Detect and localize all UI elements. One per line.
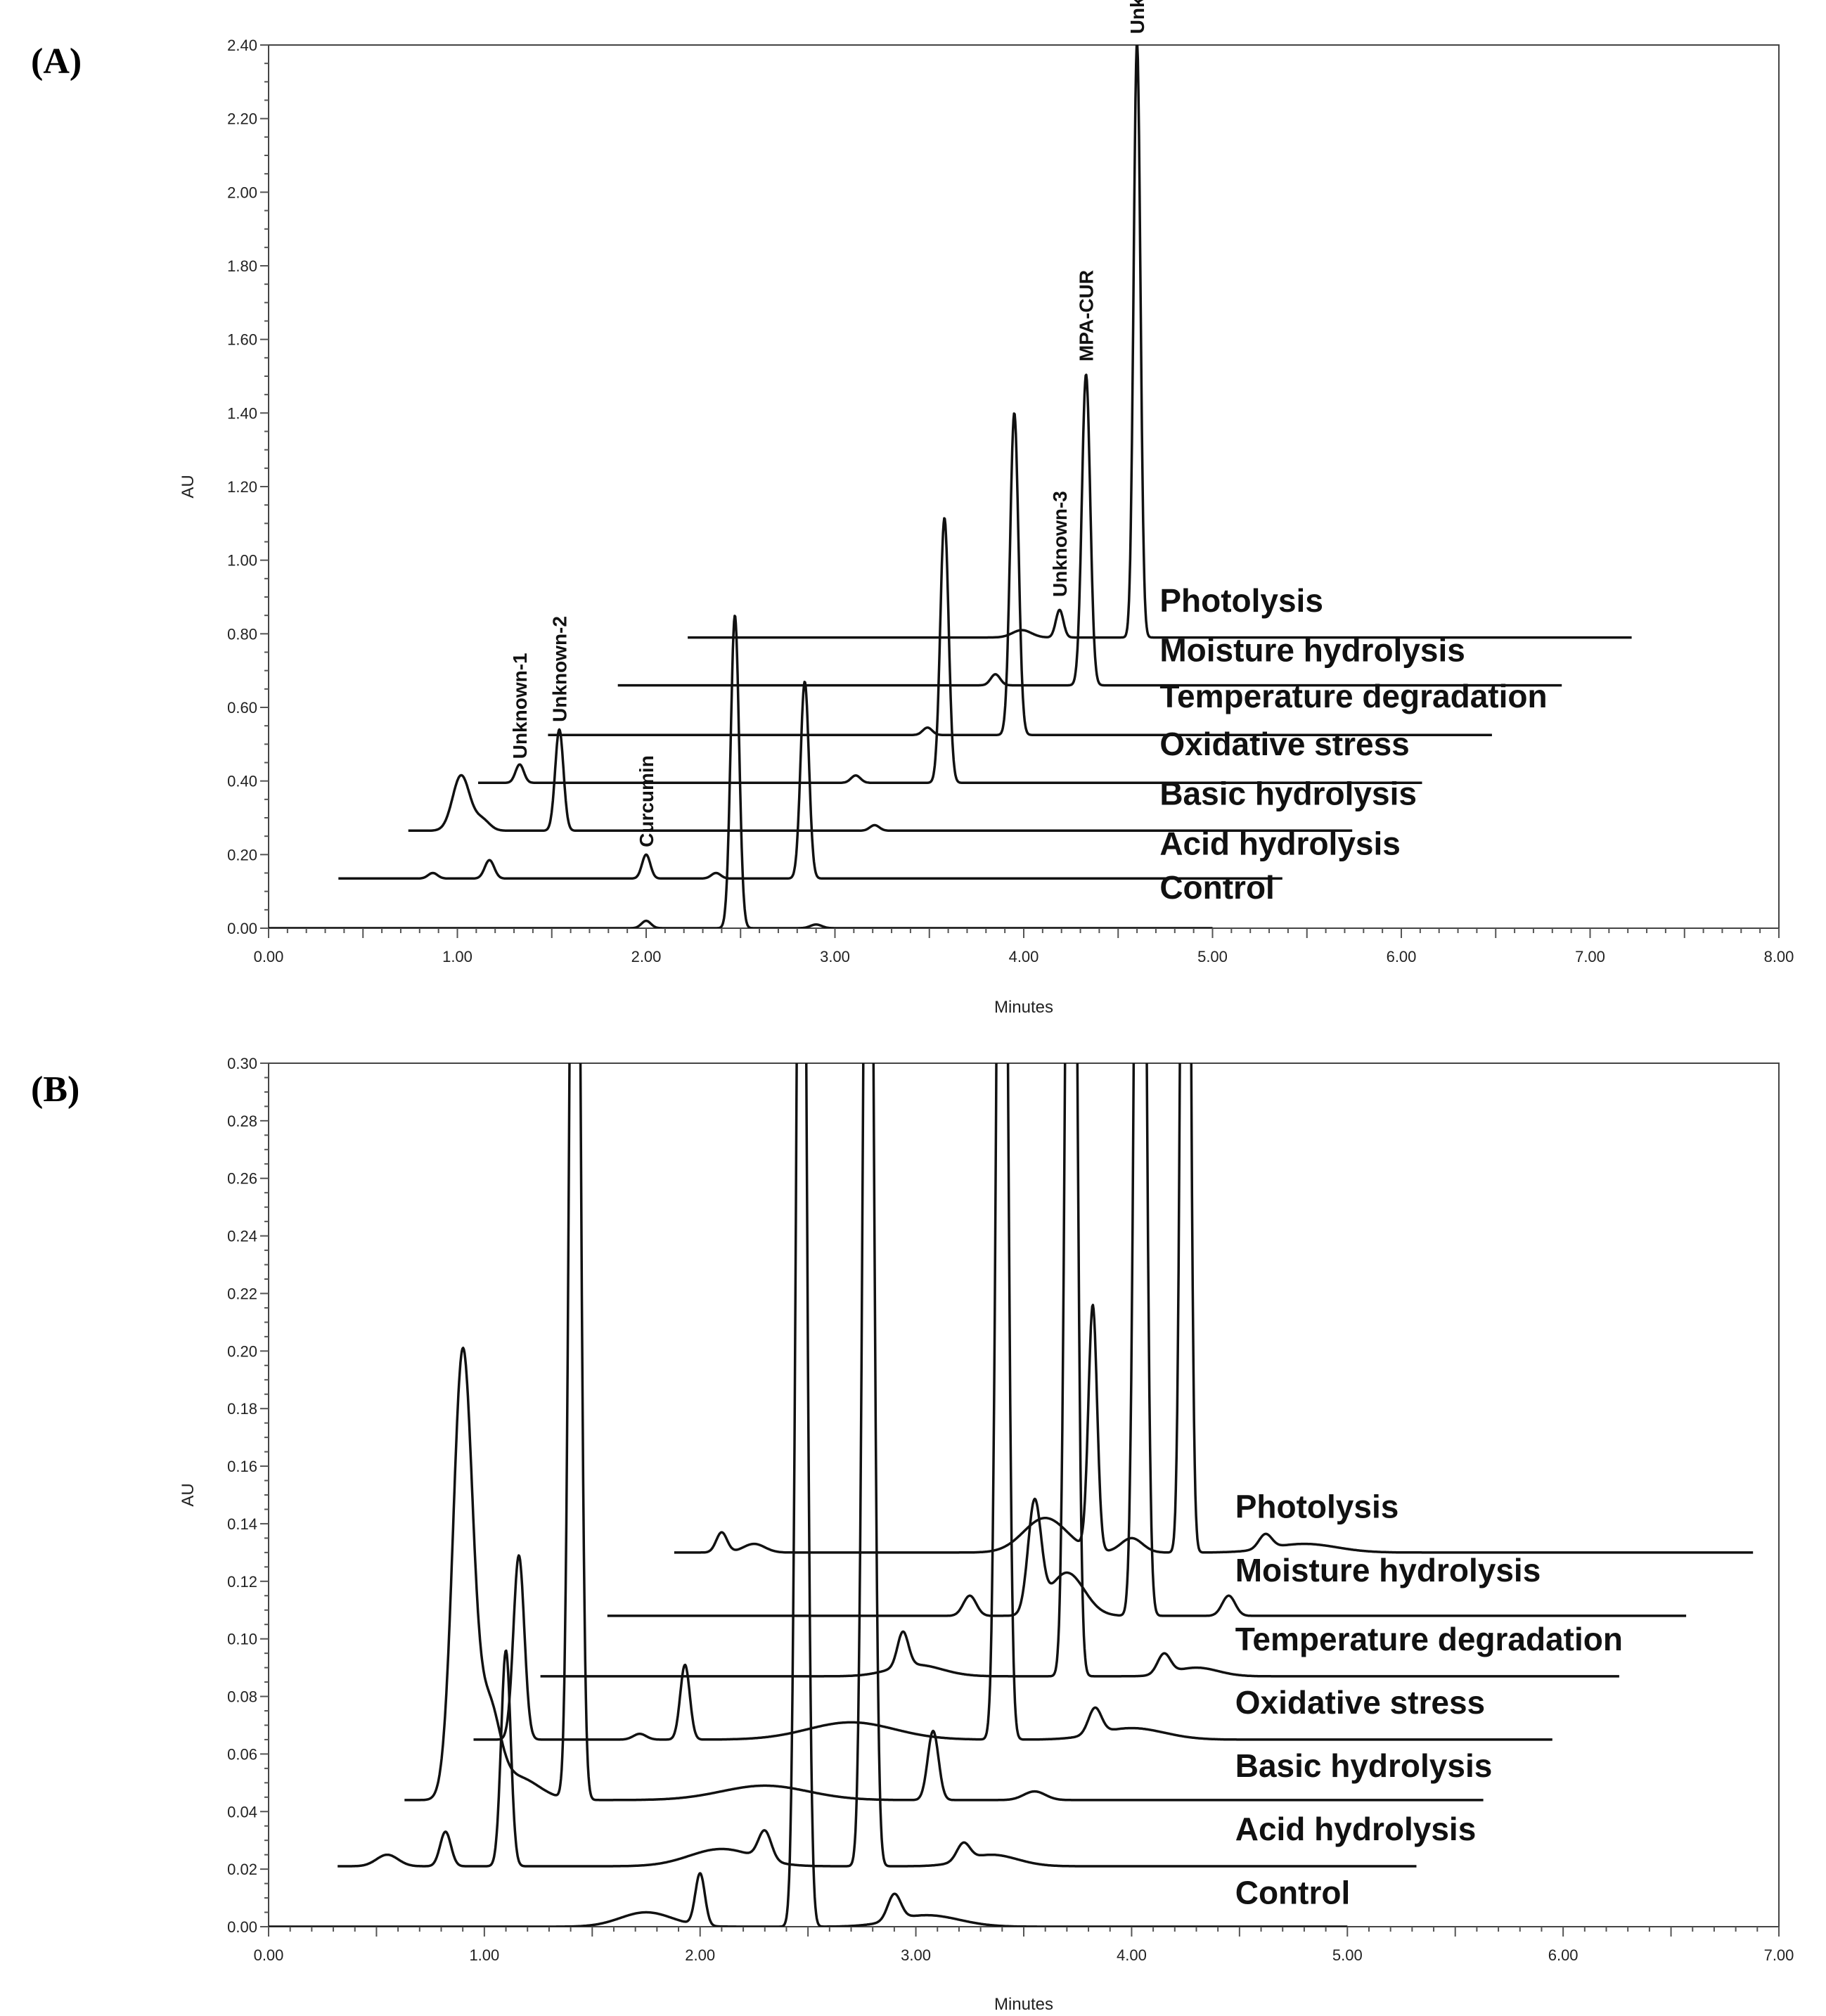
- trace-acid-hydrolysis-a: [337, 681, 1283, 880]
- y-tick-label-b: 0.12: [227, 1573, 257, 1591]
- traces-a: [269, 45, 1633, 928]
- x-axis-title-b: Minutes: [994, 1995, 1053, 2014]
- trace-label-photolysis-b: Photolysis: [1235, 1489, 1399, 1525]
- trace-label-basic-hydrolysis-b: Basic hydrolysis: [1235, 1747, 1493, 1784]
- x-tick-label-a: 2.00: [631, 948, 662, 965]
- x-tick-label-b: 2.00: [685, 1946, 715, 1964]
- y-tick-label-b: 0.00: [227, 1918, 257, 1936]
- y-tick-label-b: 0.04: [227, 1803, 257, 1821]
- peak-label-unknown-2: Unknown-2: [548, 616, 570, 722]
- trace-basic-hydrolysis-b: [404, 1063, 1484, 1802]
- y-tick-label-b: 0.30: [227, 1055, 257, 1072]
- trace-oxidative-stress-a: [477, 517, 1423, 785]
- y-tick-label-a: 1.60: [227, 331, 257, 349]
- x-tick-label-a: 8.00: [1764, 948, 1794, 965]
- y-tick-label-b: 0.16: [227, 1458, 257, 1475]
- trace-label-control-b: Control: [1235, 1874, 1351, 1911]
- peak-label-unknown-3: Unknown-3: [1049, 491, 1071, 597]
- y-tick-label-a: 1.20: [227, 478, 257, 496]
- x-tick-label-a: 3.00: [820, 948, 850, 965]
- trace-label-acid-hydrolysis-a: Acid hydrolysis: [1159, 825, 1401, 861]
- trace-label-oxidative-stress-b: Oxidative stress: [1235, 1684, 1485, 1721]
- x-tick-label-b: 6.00: [1548, 1946, 1579, 1964]
- y-tick-label-b: 0.02: [227, 1861, 257, 1878]
- trace-moisture-hydrolysis-a: [617, 373, 1563, 687]
- trace-label-oxidative-stress-a: Oxidative stress: [1159, 726, 1409, 762]
- y-tick-label-b: 0.24: [227, 1228, 257, 1245]
- y-tick-label-a: 0.00: [227, 920, 257, 937]
- trace-moisture-hydrolysis-b: [606, 1063, 1687, 1617]
- y-tick-label-b: 0.14: [227, 1515, 257, 1533]
- chart-panel-b: 0.00 0.02 0.04 0.06 0.08 0.10 0.12 0.14 0.16 0.18…: [179, 1055, 1794, 2014]
- trace-label-moisture-hydrolysis-b: Moisture hydrolysis: [1235, 1552, 1541, 1588]
- chart-panel-a: 0.00 0.20 0.40 0.60 0.80 1.00 1.20 1.40 1.60 1.80…: [179, 0, 1794, 1017]
- y-tick-label-a: 2.20: [227, 110, 257, 128]
- y-tick-label-a: 0.60: [227, 699, 257, 717]
- peak-label-unknown-4: Unknown-4: [1126, 0, 1148, 34]
- y-tick-label-b: 0.08: [227, 1688, 257, 1706]
- y-tick-label-b: 0.10: [227, 1631, 257, 1648]
- x-tick-label-b: 1.00: [469, 1946, 499, 1964]
- x-tick-label-a: 6.00: [1387, 948, 1417, 965]
- trace-control-b: [269, 1063, 1349, 1927]
- x-tick-label-b: 5.00: [1332, 1946, 1363, 1964]
- peak-label-unknown-1: Unknown-1: [509, 653, 531, 759]
- trace-oxidative-stress-b: [472, 1063, 1553, 1741]
- x-axis-title-a: Minutes: [994, 998, 1053, 1017]
- x-tick-label-a: 7.00: [1575, 948, 1605, 965]
- traces-b: [269, 1063, 1754, 1927]
- trace-acid-hydrolysis-b: [337, 1063, 1417, 1868]
- y-tick-label-b: 0.06: [227, 1745, 257, 1763]
- x-tick-label-a: 1.00: [442, 948, 472, 965]
- y-tick-label-a: 0.40: [227, 773, 257, 790]
- panel-a-label: (A): [31, 41, 82, 82]
- trace-control-a: [269, 615, 1214, 928]
- x-tick-label-b: 3.00: [901, 1946, 931, 1964]
- y-tick-label-a: 1.40: [227, 404, 257, 422]
- trace-photolysis-b: [674, 1063, 1754, 1554]
- trace-label-control-a: Control: [1159, 869, 1275, 906]
- plot-frame-a: [268, 44, 1780, 929]
- x-tick-label-a: 4.00: [1009, 948, 1039, 965]
- x-tick-label-a: 5.00: [1197, 948, 1228, 965]
- trace-label-photolysis-a: Photolysis: [1159, 582, 1323, 619]
- trace-label-moisture-hydrolysis-a: Moisture hydrolysis: [1159, 632, 1465, 669]
- plot-frame-b: [268, 1062, 1780, 1927]
- y-tick-label-b: 0.18: [227, 1400, 257, 1418]
- y-axis-title-a: AU: [179, 475, 198, 498]
- x-tick-label-b: 7.00: [1764, 1946, 1794, 1964]
- y-tick-label-a: 1.00: [227, 552, 257, 570]
- trace-temperature-degradation-b: [539, 1063, 1620, 1678]
- y-tick-label-b: 0.26: [227, 1170, 257, 1188]
- y-axis-title-b: AU: [179, 1483, 198, 1506]
- trace-label-acid-hydrolysis-b: Acid hydrolysis: [1235, 1811, 1477, 1847]
- panel-b-label: (B): [31, 1070, 80, 1110]
- trace-label-basic-hydrolysis-a: Basic hydrolysis: [1159, 776, 1417, 812]
- y-tick-label-b: 0.28: [227, 1112, 257, 1130]
- y-tick-label-b: 0.22: [227, 1285, 257, 1302]
- y-tick-label-a: 2.40: [227, 37, 257, 54]
- trace-basic-hydrolysis-a: [407, 728, 1354, 833]
- peak-label-curcumin: Curcumin: [636, 755, 657, 847]
- x-tick-label-a: 0.00: [254, 948, 284, 965]
- x-tick-label-b: 4.00: [1117, 1946, 1147, 1964]
- trace-temperature-degradation-a: [547, 412, 1493, 737]
- x-tick-label-b: 0.00: [254, 1946, 284, 1964]
- y-tick-label-a: 0.80: [227, 625, 257, 643]
- y-tick-label-a: 1.80: [227, 257, 257, 275]
- trace-photolysis-a: [687, 45, 1633, 639]
- y-tick-label-b: 0.20: [227, 1342, 257, 1360]
- y-tick-label-a: 0.20: [227, 846, 257, 863]
- y-tick-label-a: 2.00: [227, 184, 257, 201]
- trace-label-temperature-degradation-b: Temperature degradation: [1235, 1621, 1623, 1657]
- peak-label-mpa-cur: MPA-CUR: [1076, 270, 1098, 361]
- trace-label-temperature-degradation-a: Temperature degradation: [1159, 678, 1547, 714]
